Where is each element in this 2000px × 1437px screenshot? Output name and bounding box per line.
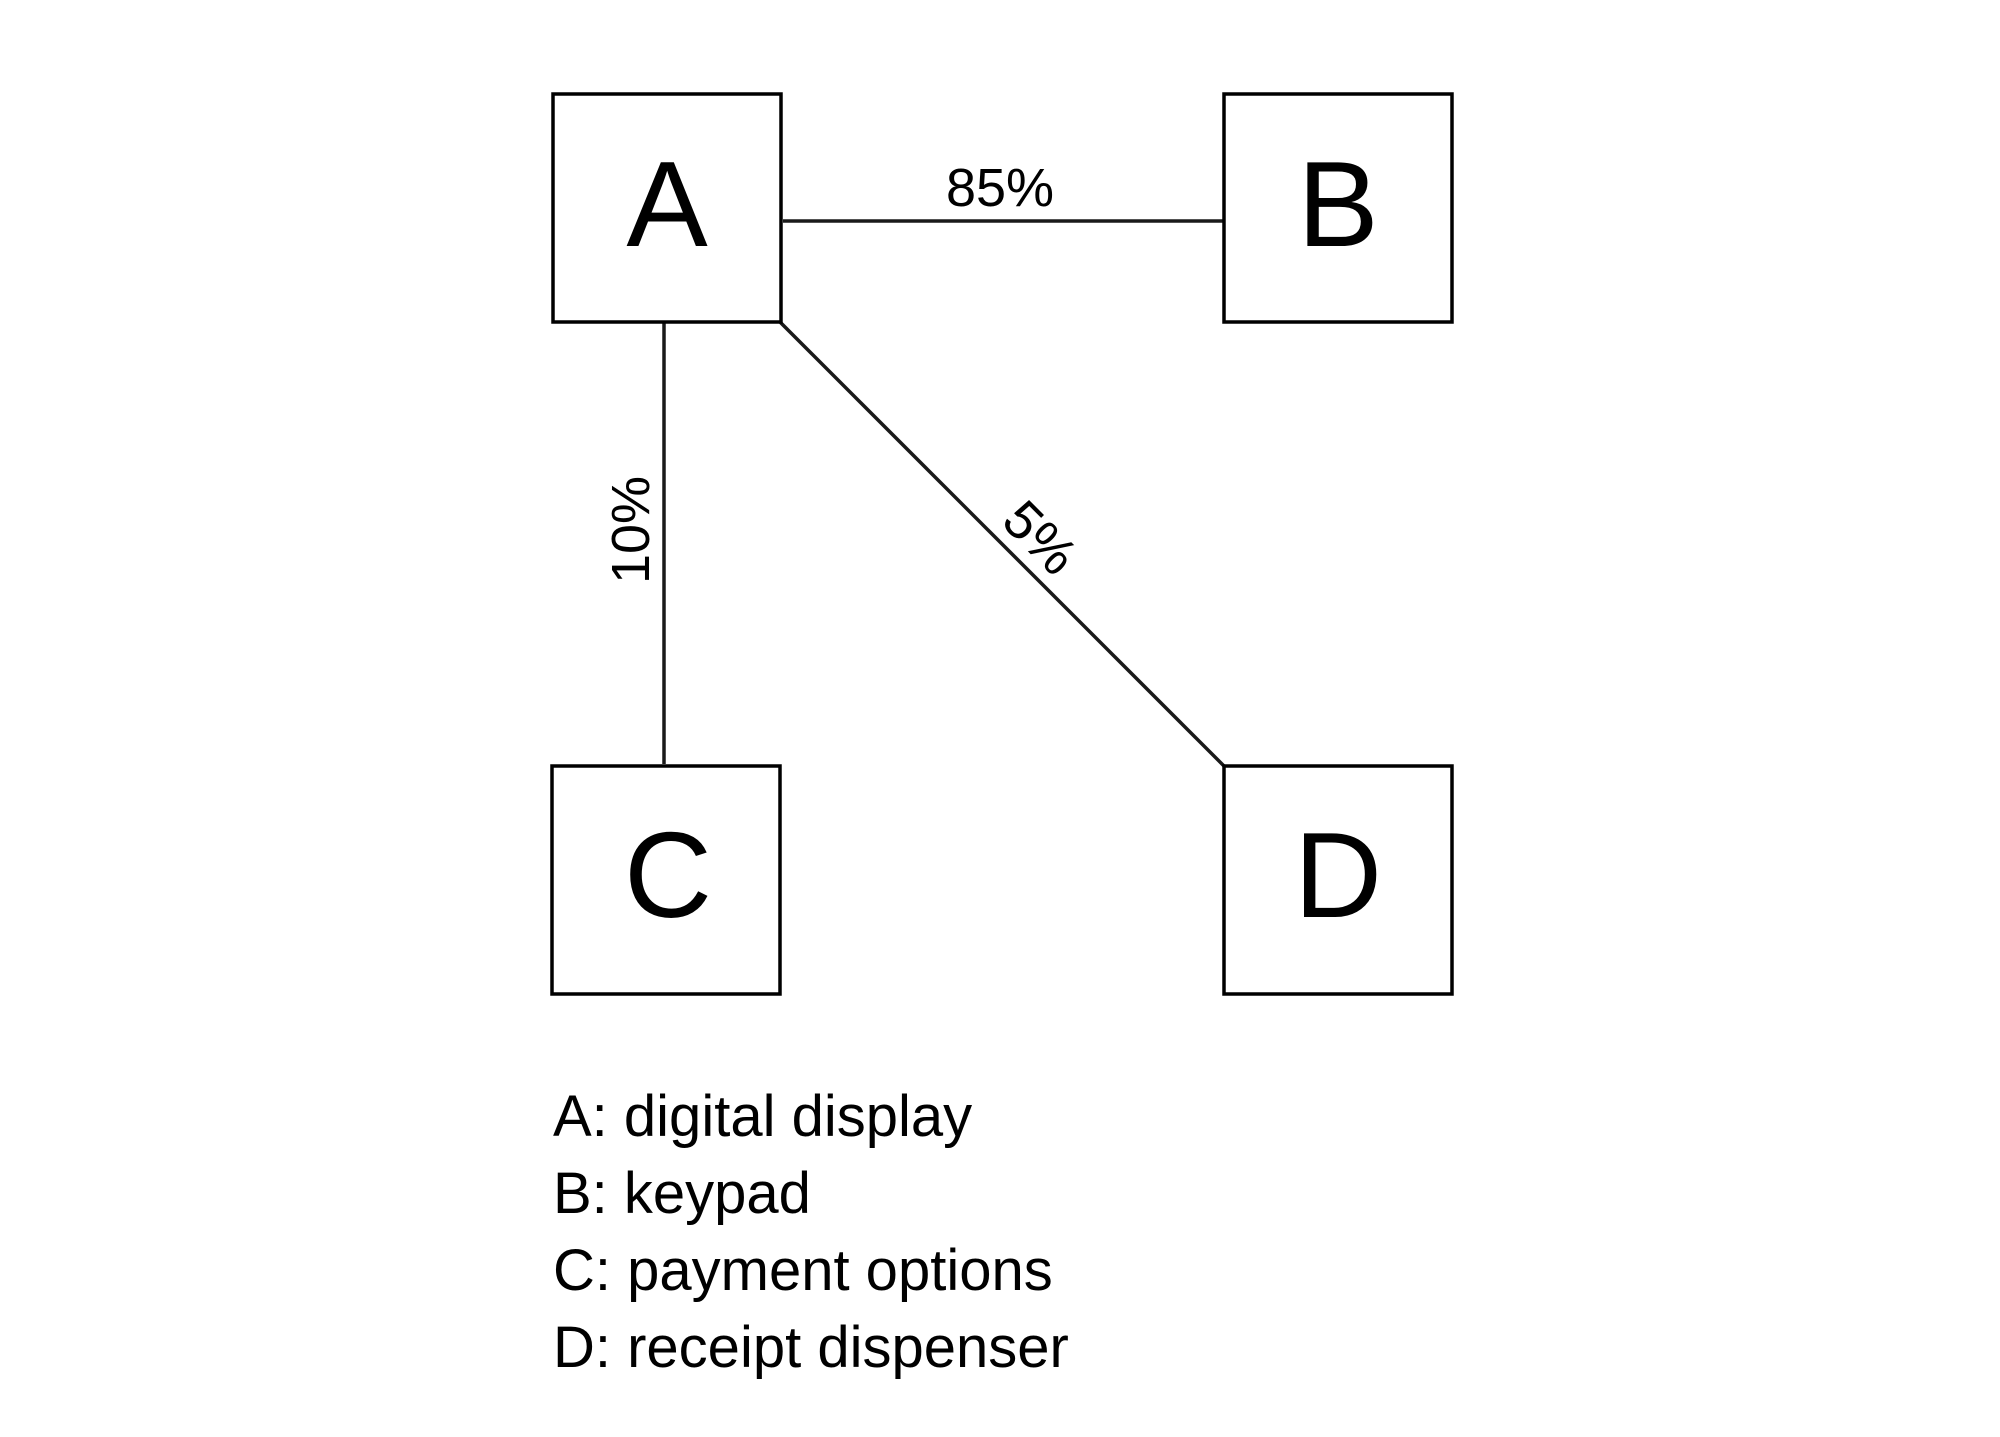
legend: A: digital display B: keypad C: payment … bbox=[553, 1078, 1069, 1386]
legend-item-c: C: payment options bbox=[553, 1238, 1053, 1303]
node-d-label: D bbox=[1294, 807, 1382, 943]
edge-a-d bbox=[778, 320, 1226, 768]
node-c-box bbox=[550, 764, 782, 996]
node-d: D bbox=[1222, 764, 1454, 996]
node-b-label: B bbox=[1297, 136, 1378, 272]
node-b-box bbox=[1222, 92, 1454, 324]
edge-label-a-b: 85% bbox=[946, 158, 1054, 218]
edge-label-a-c: 10% bbox=[601, 476, 661, 584]
legend-item-b: B: keypad bbox=[553, 1161, 811, 1226]
node-a-label: A bbox=[626, 136, 708, 272]
node-a: A bbox=[551, 92, 783, 324]
node-a-box bbox=[551, 92, 783, 324]
legend-item-d: D: receipt dispenser bbox=[553, 1315, 1069, 1380]
node-c-label: C bbox=[624, 807, 712, 943]
node-d-box bbox=[1222, 764, 1454, 996]
node-b: B bbox=[1222, 92, 1454, 324]
edge-label-a-d: 5% bbox=[991, 489, 1089, 587]
legend-item-a: A: digital display bbox=[553, 1084, 973, 1149]
node-c: C bbox=[550, 764, 782, 996]
